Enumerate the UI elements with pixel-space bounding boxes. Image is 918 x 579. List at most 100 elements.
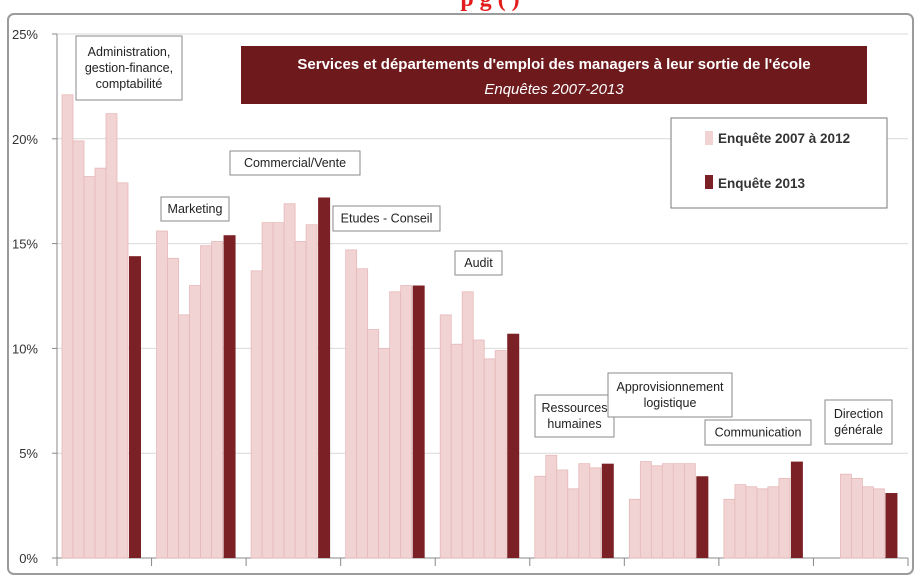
category-label-box <box>160 196 230 222</box>
bar-2007-2012 <box>356 268 369 559</box>
bar-2007-2012 <box>639 461 652 559</box>
category-label: Approvisionnement logistique <box>607 372 733 418</box>
chart-subtitle: Enquêtes 2007-2013 <box>484 81 624 98</box>
bar-2013 <box>412 285 425 558</box>
y-tick-label: 15% <box>12 237 38 252</box>
page-header-fragment: p g ( ) <box>150 0 830 13</box>
category-label: Ressources humaines <box>534 394 615 438</box>
legend-swatch-2013 <box>705 175 713 189</box>
chart-title-box: Services et départements d'emploi des ma… <box>241 46 867 104</box>
category-label-box <box>704 419 812 446</box>
bar-2007-2012 <box>378 347 391 559</box>
category-label: Direction générale <box>824 399 893 445</box>
bar-2007-2012 <box>483 358 496 559</box>
category-label-text: Ressources <box>542 401 608 415</box>
y-tick-label: 0% <box>19 551 38 566</box>
bar-2007-2012 <box>556 469 569 559</box>
legend: Enquête 2007 à 2012 Enquête 2013 <box>670 117 888 209</box>
category-label-box <box>534 394 615 438</box>
bar-2007-2012 <box>767 486 780 559</box>
bar-2007-2012 <box>862 486 874 559</box>
bar-2007-2012 <box>178 314 190 559</box>
bar-2007-2012 <box>105 113 118 559</box>
bar-2013 <box>318 197 331 558</box>
bar-2007-2012 <box>167 257 179 559</box>
bar-2007-2012 <box>345 249 358 559</box>
category-label-text: Direction <box>834 407 883 421</box>
bar-2007-2012 <box>567 488 580 559</box>
category-label-text: Approvisionnement <box>616 380 724 394</box>
bar-2007-2012 <box>94 167 107 559</box>
bar-2007-2012 <box>873 488 885 559</box>
bar-2007-2012 <box>778 477 791 559</box>
category-label-text: générale <box>834 423 883 437</box>
bar-2007-2012 <box>723 498 736 559</box>
bar-2007-2012 <box>851 477 863 559</box>
category-group <box>534 454 614 559</box>
category-label-text: humaines <box>547 417 601 431</box>
y-tick-label: 20% <box>12 132 38 147</box>
category-group <box>156 230 236 559</box>
bars <box>61 94 898 559</box>
bar-2007-2012 <box>545 454 558 559</box>
bar-2007-2012 <box>389 291 402 559</box>
bar-2013 <box>507 333 520 558</box>
category-label-text: Communication <box>715 426 802 440</box>
bar-2007-2012 <box>840 473 852 559</box>
bar-2007-2012 <box>116 182 129 559</box>
title-background <box>241 46 867 104</box>
category-label: Communication <box>704 419 812 446</box>
category-label: Audit <box>454 250 503 276</box>
bar-2007-2012 <box>283 203 296 559</box>
bar-2007-2012 <box>439 314 452 559</box>
bar-2007-2012 <box>650 465 663 559</box>
category-label-text: Marketing <box>168 202 223 216</box>
category-label: Etudes - Conseil <box>332 205 441 232</box>
category-group <box>61 94 141 559</box>
legend-swatch-2007-2012 <box>705 131 713 145</box>
category-label-text: Administration, <box>88 45 171 59</box>
category-label-text: comptabilité <box>96 77 163 91</box>
category-group <box>345 249 425 559</box>
bar-2007-2012 <box>250 270 263 559</box>
bar-2007-2012 <box>672 463 685 559</box>
category-label-box <box>229 150 361 176</box>
bar-2007-2012 <box>189 285 201 559</box>
bar-2007-2012 <box>589 467 602 559</box>
bar-2007-2012 <box>367 329 380 559</box>
bar-2007-2012 <box>628 498 641 559</box>
bar-2007-2012 <box>534 475 547 559</box>
bar-2007-2012 <box>83 176 96 559</box>
bar-2007-2012 <box>578 463 591 559</box>
category-group <box>723 461 803 559</box>
bar-2007-2012 <box>494 350 507 559</box>
bar-2007-2012 <box>72 140 85 559</box>
category-group <box>840 473 898 559</box>
category-group <box>250 197 331 559</box>
bar-2013 <box>696 476 709 558</box>
y-tick-label: 25% <box>12 27 38 42</box>
y-tick-label: 10% <box>12 341 38 356</box>
axes: 0% 5% 10% 15% 20% 25% <box>12 27 909 566</box>
category-label-box <box>75 35 183 101</box>
category-label-box <box>454 250 503 276</box>
category-labels: Administration, gestion-finance, comptabil… <box>75 35 893 446</box>
bar-2007-2012 <box>272 222 285 559</box>
legend-label-2007-2012: Enquête 2007 à 2012 <box>718 131 850 146</box>
category-label-box <box>607 372 733 418</box>
bar-2013 <box>129 256 141 558</box>
category-label: Marketing <box>160 196 230 222</box>
bar-2007-2012 <box>400 285 413 559</box>
bar-2007-2012 <box>305 224 318 559</box>
category-label-text: Audit <box>464 256 493 270</box>
category-group <box>628 461 709 559</box>
category-group <box>439 291 520 559</box>
bar-2013 <box>223 235 236 558</box>
bar-2007-2012 <box>683 463 696 559</box>
bar-2007-2012 <box>261 222 274 559</box>
category-label-text: logistique <box>644 396 697 410</box>
bar-2007-2012 <box>211 241 223 559</box>
legend-label-2013: Enquête 2013 <box>718 176 806 191</box>
